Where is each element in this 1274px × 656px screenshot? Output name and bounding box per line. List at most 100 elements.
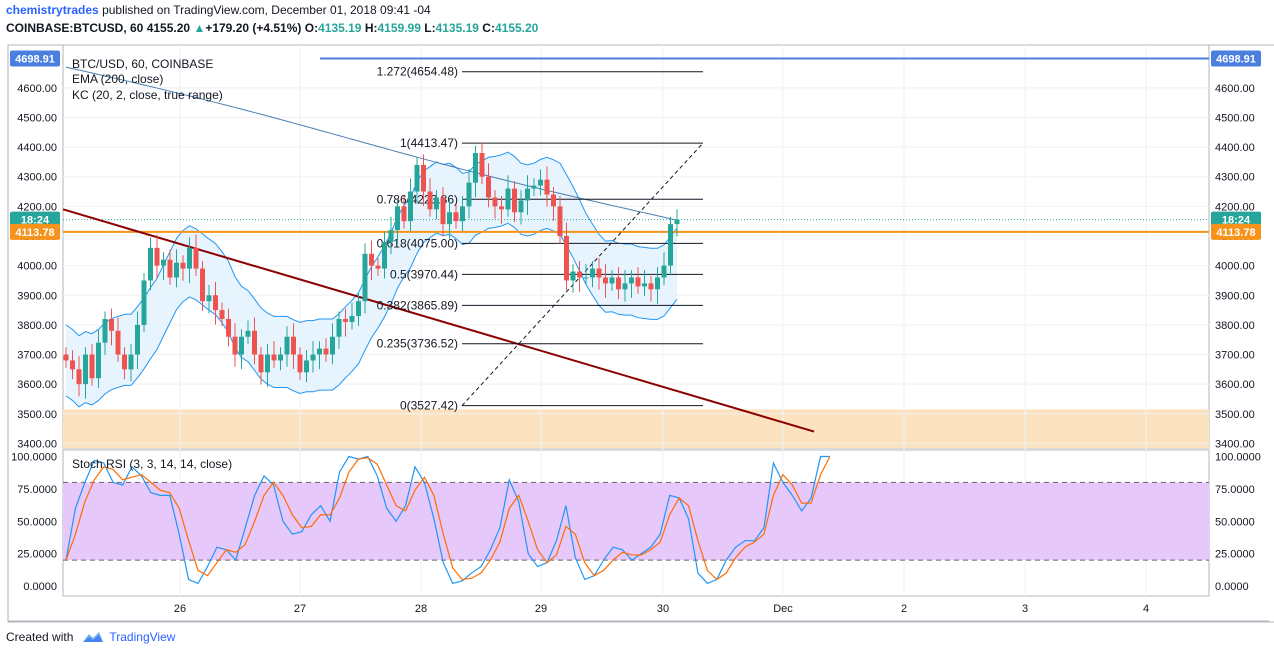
rsi-y-tick-left: 100.0000	[11, 452, 57, 464]
symbol-header: COINBASE:BTCUSD, 60 4155.20 ▲+179.20 (+4…	[6, 21, 538, 35]
support-zone	[63, 409, 1209, 448]
candle	[109, 318, 114, 331]
candle	[343, 318, 348, 322]
y-tick-right: 4500.00	[1215, 112, 1255, 124]
rsi-title: Stoch RSI (3, 3, 14, 14, close)	[72, 457, 232, 471]
candle	[629, 277, 634, 284]
y-tick-right: 4400.00	[1215, 142, 1255, 154]
author-name[interactable]: chemistrytrades	[6, 3, 99, 17]
y-tick-left: 4000.00	[17, 261, 57, 273]
candle	[310, 354, 316, 361]
tradingview-link[interactable]: TradingView	[109, 630, 176, 644]
candle	[440, 197, 446, 225]
change-value: +179.20 (+4.51%)	[205, 21, 302, 35]
candle	[382, 241, 387, 269]
candle	[622, 283, 628, 290]
fib-level-label: 0.5(3970.44)	[390, 267, 458, 281]
fib-level-label: 0.382(3865.89)	[377, 298, 458, 312]
price-marker-label: 4113.78	[1216, 227, 1255, 239]
legend-line1: BTC/USD, 60, COINBASE	[72, 57, 213, 71]
low-value: 4135.19	[435, 21, 479, 35]
candle	[674, 219, 680, 225]
y-tick-left: 3900.00	[17, 290, 57, 302]
y-tick-left: 4300.00	[17, 172, 57, 184]
candle	[486, 176, 491, 198]
trendline	[62, 208, 815, 433]
close-label: C:	[482, 21, 495, 35]
candle	[408, 191, 413, 222]
y-tick-right: 4300.00	[1215, 172, 1255, 184]
last-price: 4155.20	[146, 21, 191, 35]
candle	[505, 188, 511, 210]
y-tick-right: 3600.00	[1215, 379, 1255, 391]
publish-info: chemistrytrades published on TradingView…	[6, 3, 431, 17]
candle	[349, 316, 355, 322]
candle	[479, 153, 485, 177]
chart-frame	[7, 44, 1274, 623]
price-marker-label: 4113.78	[15, 227, 54, 239]
y-tick-left: 4200.00	[17, 201, 57, 213]
candle	[219, 310, 225, 319]
price-marker-label: 18:24	[1222, 215, 1251, 227]
price-marker	[1211, 50, 1261, 67]
candle	[76, 369, 82, 385]
candle	[375, 265, 381, 269]
candle	[291, 336, 296, 355]
candle	[356, 301, 361, 317]
candle	[265, 354, 270, 373]
x-tick-label: 3	[1022, 603, 1028, 615]
candle	[538, 179, 543, 186]
candle	[141, 280, 147, 325]
keltner-lower-line	[65, 222, 678, 408]
candle	[668, 224, 673, 266]
rsi-k-line	[65, 455, 830, 585]
footer: Created with TradingView	[6, 630, 175, 644]
y-tick-left: 3800.00	[17, 320, 57, 332]
candle	[401, 206, 407, 222]
candle	[271, 354, 277, 361]
candle	[583, 277, 589, 279]
candle	[466, 182, 472, 207]
candle	[193, 247, 199, 269]
price-marker	[10, 223, 60, 240]
y-tick-right: 3800.00	[1215, 320, 1255, 332]
candle	[544, 179, 550, 195]
rsi-y-tick-left: 50.0000	[17, 516, 57, 528]
candle	[603, 277, 608, 284]
candle	[492, 197, 498, 207]
tradingview-logo-icon	[83, 632, 104, 642]
rsi-y-tick-left: 75.0000	[17, 484, 57, 496]
candle	[551, 194, 556, 207]
fib-level-label: 0.235(3736.52)	[377, 337, 458, 351]
candle	[518, 200, 524, 213]
x-tick-label: 29	[535, 603, 547, 615]
candle	[570, 271, 576, 281]
y-tick-right: 3400.00	[1215, 438, 1255, 450]
legend-line2: EMA (200, close)	[72, 72, 163, 86]
candle	[616, 277, 621, 290]
candle	[336, 318, 342, 337]
candle	[395, 206, 400, 231]
candle	[96, 342, 101, 379]
x-tick-label: 27	[294, 603, 306, 615]
candle	[499, 206, 504, 210]
x-tick-label: 30	[657, 603, 669, 615]
candle	[232, 336, 238, 355]
candle	[512, 188, 517, 213]
candle	[200, 268, 205, 302]
candle	[427, 191, 433, 210]
candle	[135, 324, 140, 355]
y-tick-right: 3900.00	[1215, 290, 1255, 302]
candle	[317, 348, 322, 355]
change-arrow-icon: ▲	[193, 21, 206, 35]
fib-level-label: 1(4413.47)	[400, 136, 458, 150]
candle	[421, 164, 426, 192]
rsi-y-tick-right: 0.0000	[1215, 581, 1249, 593]
low-label: L:	[424, 21, 436, 35]
y-tick-right: 4200.00	[1215, 201, 1255, 213]
candle	[388, 230, 394, 242]
open-label: O:	[304, 21, 319, 35]
y-tick-left: 4500.00	[17, 112, 57, 124]
candle	[447, 212, 452, 225]
